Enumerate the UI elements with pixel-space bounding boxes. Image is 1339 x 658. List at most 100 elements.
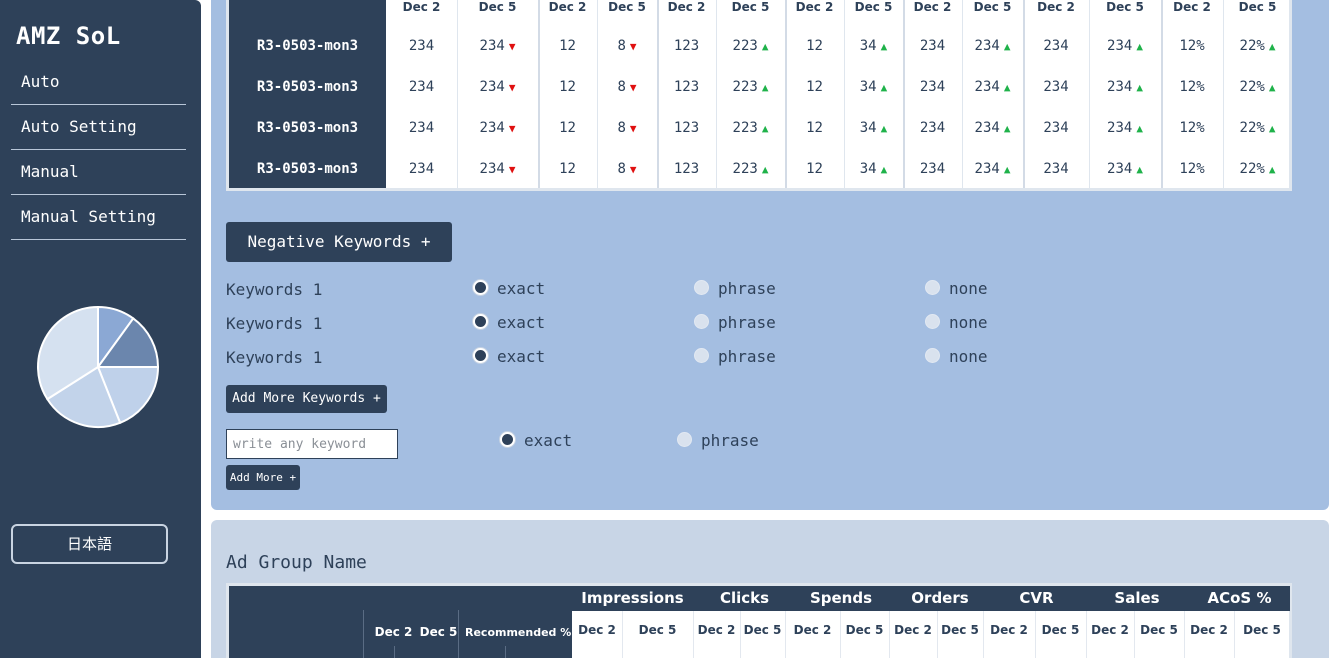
metric-cell: 22% ▲ (1223, 77, 1292, 97)
new-keyword-option-exact[interactable]: exact (500, 431, 572, 451)
metric-value: 234 (919, 120, 946, 136)
radio-phrase[interactable] (694, 314, 709, 329)
column-divider (962, 0, 963, 188)
pie-chart (37, 305, 160, 428)
radio-exact[interactable] (473, 314, 488, 329)
date-header: Dec 2 (894, 623, 932, 637)
metric-value: 22% (1239, 120, 1265, 136)
metric-cell: 34 ▲ (844, 36, 903, 56)
metric-cell: 234 (386, 36, 457, 56)
metric-cell: 223 ▲ (716, 36, 785, 56)
column-divider (903, 0, 905, 188)
radio-none[interactable] (925, 314, 940, 329)
metric-cell: 234 (903, 159, 962, 179)
match-type-option-none[interactable]: none (925, 279, 988, 299)
metric-cell: 234 ▲ (962, 159, 1023, 179)
match-type-option-phrase[interactable]: phrase (694, 313, 776, 333)
metric-cell: 234 ▲ (1089, 36, 1161, 56)
new-keyword-option-phrase[interactable]: phrase (677, 431, 759, 451)
trend-up-icon: ▲ (880, 122, 888, 135)
metric-cell: 12 (785, 118, 844, 138)
match-type-option-exact[interactable]: exact (473, 347, 545, 367)
keyword-label: Keywords 1 (226, 280, 323, 299)
trend-down-icon: ▼ (629, 163, 637, 176)
column-divider (840, 611, 841, 658)
metric-value: 234 (1043, 79, 1069, 95)
keyword-input[interactable] (226, 429, 398, 459)
sidebar-item-auto[interactable]: Auto (11, 60, 186, 105)
metric-value: 234 (479, 38, 505, 54)
metric-value: 12 (559, 79, 576, 95)
metric-cell: 12 (538, 77, 597, 97)
trend-down-icon: ▼ (508, 163, 516, 176)
keyword-label: Keywords 1 (226, 348, 323, 367)
trend-up-icon: ▲ (761, 40, 769, 53)
date-header: Dec 2 (667, 0, 706, 14)
metric-cell: 234 ▼ (457, 118, 538, 138)
metric-cell: 234 (903, 118, 962, 138)
date-header: Dec 2 (990, 623, 1028, 637)
sidebar-item-auto-setting[interactable]: Auto Setting (11, 105, 186, 150)
radio-none[interactable] (925, 348, 940, 363)
metric-cell: 234 (386, 77, 457, 97)
metric-value: 234 (919, 79, 946, 95)
metric-value: 12% (1179, 120, 1205, 136)
metric-cell: 12 (538, 36, 597, 56)
ad-group-panel: Ad Group Name Dec 2 Dec 5 Recommended % Imp… (211, 520, 1329, 658)
campaign-panel: Dec 2 Dec 5 Dec 2 Dec 5 Dec 2 Dec 5 Dec 2 Dec 5… (211, 0, 1329, 510)
metric-cell: 234 ▼ (457, 159, 538, 179)
match-type-option-exact[interactable]: exact (473, 279, 545, 299)
radio-exact[interactable] (500, 432, 515, 447)
match-type-option-none[interactable]: none (925, 313, 988, 333)
trend-up-icon: ▲ (1003, 40, 1011, 53)
language-button[interactable]: 日本語 (11, 524, 168, 564)
metric-cell: 34 ▲ (844, 77, 903, 97)
trend-down-icon: ▼ (508, 40, 516, 53)
radio-phrase[interactable] (694, 348, 709, 363)
metric-value: 234 (919, 38, 946, 54)
date-header: Dec 2 (913, 0, 952, 14)
metric-cell: 12% (1161, 159, 1223, 179)
column-divider (740, 611, 741, 658)
match-type-option-exact[interactable]: exact (473, 313, 545, 333)
date-header: Dec 2 (1173, 0, 1211, 14)
sub-header-date: Dec 2 (374, 625, 413, 639)
metric-header: CVR (1019, 589, 1054, 607)
radio-exact[interactable] (473, 348, 488, 363)
pie-slice (45, 365, 122, 428)
date-header: Dec 5 (731, 0, 770, 14)
negative-keywords-button[interactable]: Negative Keywords + (226, 222, 452, 262)
add-more-button[interactable]: Add More + (226, 465, 300, 490)
match-type-option-none[interactable]: none (925, 347, 988, 367)
pie-slice (96, 366, 160, 425)
radio-phrase[interactable] (677, 432, 692, 447)
trend-down-icon: ▼ (508, 122, 516, 135)
metric-cell: 12% (1161, 77, 1223, 97)
date-header: Dec 2 (793, 623, 832, 637)
column-divider (538, 0, 540, 188)
radio-none[interactable] (925, 280, 940, 295)
campaign-table: Dec 2 Dec 5 Dec 2 Dec 5 Dec 2 Dec 5 Dec 2 Dec 5… (226, 0, 1292, 191)
sidebar-item-manual[interactable]: Manual (11, 150, 186, 195)
metric-value: 8 (617, 161, 626, 177)
radio-phrase[interactable] (694, 280, 709, 295)
option-label: phrase (718, 279, 776, 298)
metric-value: 234 (408, 120, 435, 136)
radio-exact[interactable] (473, 280, 488, 295)
metric-cell: 123 (657, 77, 716, 97)
trend-up-icon: ▲ (1268, 40, 1276, 53)
date-header: Dec 2 (402, 0, 441, 14)
metric-header-bar (572, 586, 1290, 611)
date-header: Dec 2 (1190, 623, 1228, 637)
metric-value: 234 (408, 161, 435, 177)
column-divider (785, 0, 787, 188)
add-more-keywords-button[interactable]: Add More Keywords + (226, 385, 387, 413)
match-type-option-phrase[interactable]: phrase (694, 279, 776, 299)
match-type-option-phrase[interactable]: phrase (694, 347, 776, 367)
metric-cell: 234 (386, 118, 457, 138)
metric-value: 12 (559, 38, 576, 54)
column-divider (394, 646, 395, 658)
metric-value: 234 (974, 120, 1000, 136)
sidebar-item-manual-setting[interactable]: Manual Setting (11, 195, 186, 240)
metric-cell: 234 (903, 77, 962, 97)
